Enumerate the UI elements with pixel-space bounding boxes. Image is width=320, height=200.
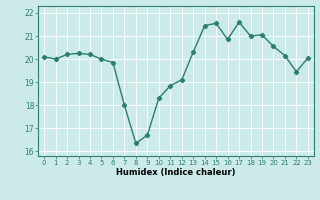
X-axis label: Humidex (Indice chaleur): Humidex (Indice chaleur) — [116, 168, 236, 177]
